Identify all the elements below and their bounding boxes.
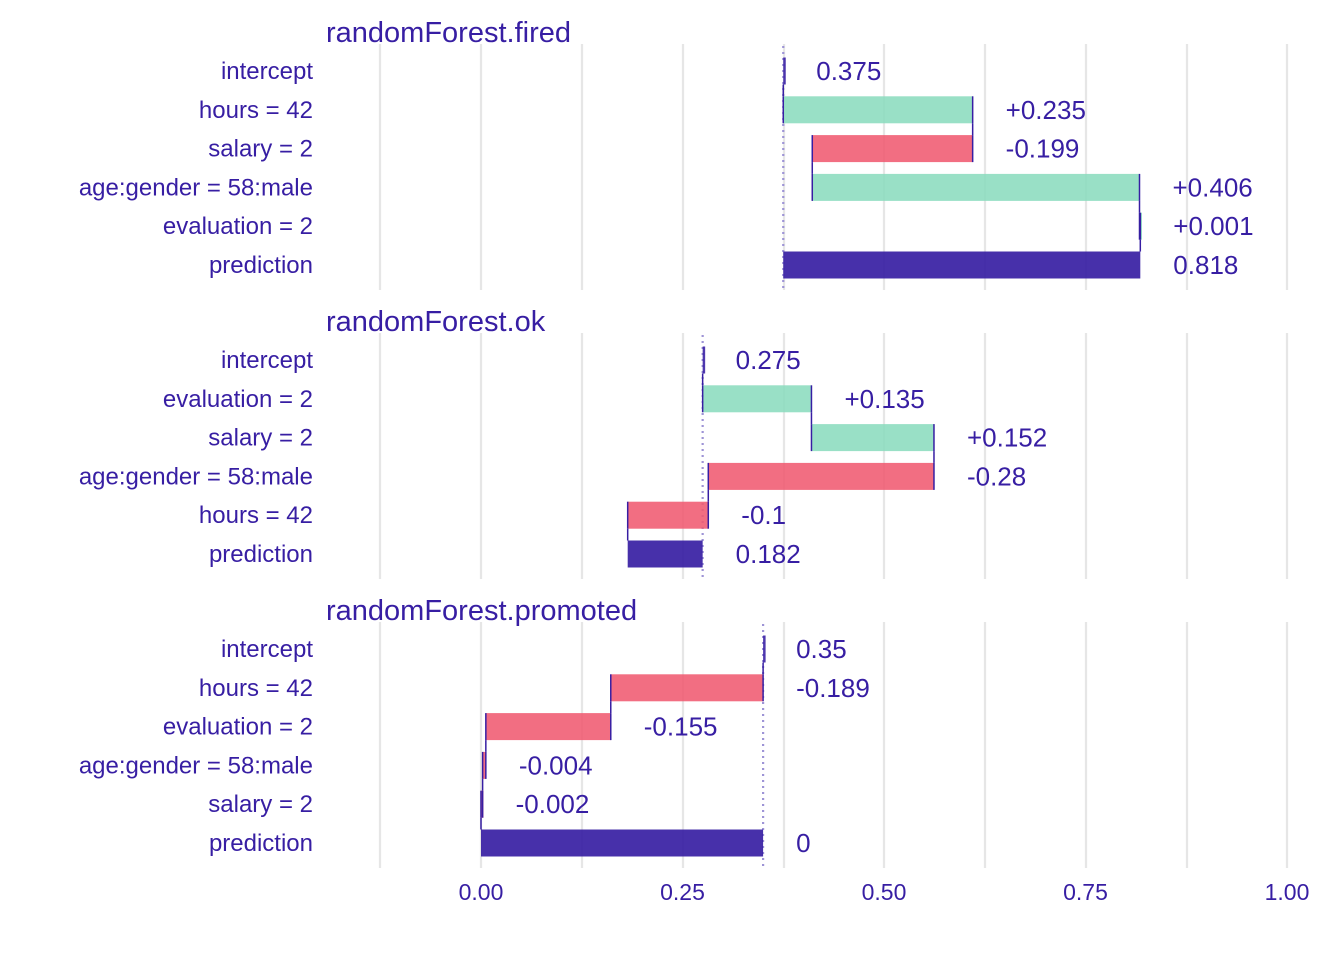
row-label: salary = 2	[208, 136, 313, 163]
value-label: 0.182	[736, 539, 801, 569]
x-tick-label: 1.00	[1265, 879, 1310, 905]
value-label: -0.002	[516, 789, 590, 819]
row-label: hours = 42	[199, 97, 313, 124]
panel-title: randomForest.ok	[326, 306, 546, 338]
intercept-bar	[702, 346, 706, 374]
value-label: -0.004	[519, 750, 593, 780]
row-label: prediction	[209, 541, 313, 568]
value-label: -0.28	[967, 461, 1026, 491]
negative-contribution-bar	[610, 674, 764, 702]
row-label: evaluation = 2	[163, 386, 313, 413]
row-label: age:gender = 58:male	[79, 463, 313, 490]
value-label: 0	[796, 828, 810, 858]
row-label: hours = 42	[199, 502, 313, 529]
panel-title: randomForest.promoted	[326, 595, 637, 627]
prediction-bar	[783, 251, 1141, 279]
positive-contribution-bar	[811, 424, 934, 452]
value-label: +0.152	[967, 423, 1047, 453]
negative-contribution-bar	[485, 713, 611, 741]
row-label: intercept	[221, 347, 313, 374]
row-label: intercept	[221, 636, 313, 663]
value-label: -0.155	[644, 712, 718, 742]
panel-title: randomForest.fired	[326, 17, 571, 49]
x-tick-label: 0.25	[660, 879, 705, 905]
negative-contribution-bar	[627, 501, 709, 529]
intercept-bar	[763, 635, 766, 663]
value-label: +0.001	[1173, 211, 1253, 241]
value-label: +0.235	[1006, 95, 1086, 125]
text-layer: randomForest.fired intercept 0.375 hours = …	[79, 17, 1254, 858]
value-label: 0.35	[796, 634, 847, 664]
x-tick-label: 0.75	[1063, 879, 1108, 905]
value-label: +0.406	[1173, 172, 1253, 202]
value-label: +0.135	[844, 384, 924, 414]
x-tick-label: 0.00	[459, 879, 504, 905]
value-label: 0.275	[736, 345, 801, 375]
row-label: age:gender = 58:male	[79, 752, 313, 779]
row-label: salary = 2	[208, 791, 313, 818]
intercept-bar	[783, 57, 786, 85]
positive-contribution-bar	[783, 96, 973, 124]
negative-contribution-bar	[812, 135, 973, 163]
bars-layer	[480, 46, 1143, 868]
value-label: 0.375	[816, 56, 881, 86]
value-label: -0.199	[1006, 134, 1080, 164]
prediction-bar	[481, 829, 764, 857]
x-tick-label: 0.50	[862, 879, 907, 905]
row-label: prediction	[209, 830, 313, 857]
positive-contribution-bar	[702, 385, 812, 413]
value-label: 0.818	[1173, 250, 1238, 280]
negative-contribution-bar	[708, 462, 934, 490]
row-label: salary = 2	[208, 425, 313, 452]
row-label: hours = 42	[199, 675, 313, 702]
row-label: evaluation = 2	[163, 213, 313, 240]
row-label: prediction	[209, 252, 313, 279]
x-axis: 0.00 0.25 0.50 0.75 1.00	[459, 879, 1310, 905]
row-label: age:gender = 58:male	[79, 174, 313, 201]
value-label: -0.189	[796, 673, 870, 703]
row-label: evaluation = 2	[163, 714, 313, 741]
row-label: intercept	[221, 58, 313, 85]
negative-contribution-bar	[482, 751, 486, 779]
value-label: -0.1	[741, 500, 786, 530]
positive-contribution-bar	[812, 173, 1140, 201]
prediction-bar	[627, 540, 703, 568]
grid-layer	[378, 44, 1289, 868]
